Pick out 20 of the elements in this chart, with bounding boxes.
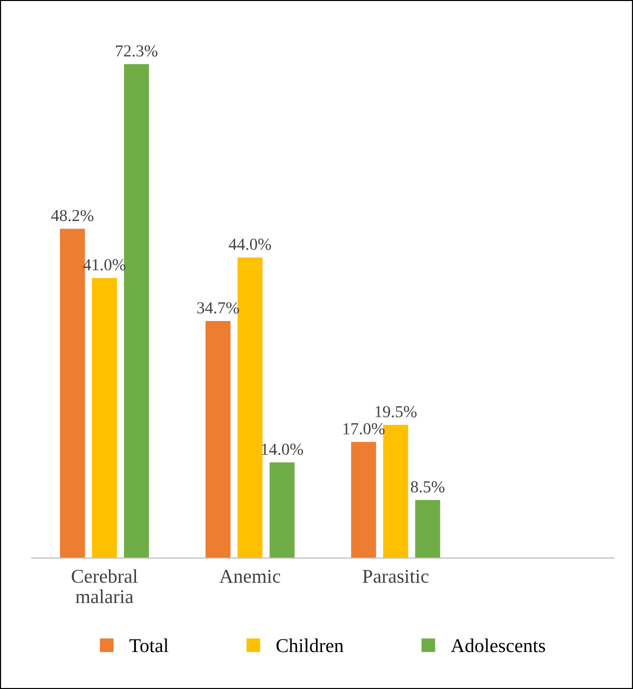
x-tick-label: Cerebral malaria <box>72 569 138 604</box>
bar <box>92 278 117 558</box>
data-label: 48.2% <box>51 210 94 222</box>
legend-label: Children <box>276 638 344 652</box>
bar <box>351 442 376 558</box>
data-label: 19.5% <box>376 406 417 418</box>
bar <box>206 320 230 558</box>
bar <box>238 257 263 558</box>
bar <box>383 424 408 558</box>
x-tick-label: Parasitic <box>362 570 429 583</box>
bar <box>270 462 295 558</box>
data-label: 44.0% <box>228 238 271 250</box>
bar <box>124 64 149 558</box>
data-label: 72.3% <box>116 45 158 57</box>
legend-label: Adolescents <box>450 638 546 652</box>
bar <box>60 228 85 558</box>
data-label: 8.5% <box>410 481 444 493</box>
x-tick-label: Anemic <box>219 570 280 583</box>
bar <box>415 500 440 558</box>
legend-label: Total <box>129 638 168 652</box>
